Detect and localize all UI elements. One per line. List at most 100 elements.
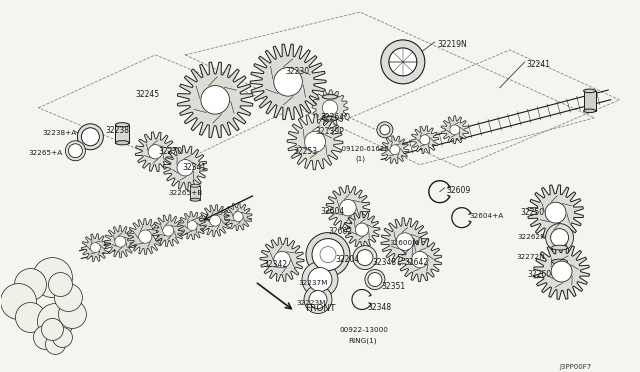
Circle shape xyxy=(355,223,369,236)
Polygon shape xyxy=(250,44,326,120)
Text: 32241: 32241 xyxy=(527,60,550,69)
Polygon shape xyxy=(326,186,370,230)
Text: 32219N: 32219N xyxy=(438,40,468,49)
Circle shape xyxy=(396,233,413,250)
Circle shape xyxy=(353,246,377,270)
Circle shape xyxy=(550,229,568,247)
Ellipse shape xyxy=(190,184,200,187)
Polygon shape xyxy=(127,219,163,254)
Circle shape xyxy=(274,251,291,268)
Circle shape xyxy=(163,225,173,236)
Circle shape xyxy=(390,145,400,155)
Polygon shape xyxy=(312,90,348,126)
Text: 32237M: 32237M xyxy=(298,279,328,286)
Circle shape xyxy=(323,100,338,116)
Circle shape xyxy=(274,68,302,96)
Circle shape xyxy=(368,273,382,286)
Text: FRONT: FRONT xyxy=(305,305,335,314)
Ellipse shape xyxy=(190,198,200,201)
Bar xyxy=(584,91,596,111)
Circle shape xyxy=(148,145,163,159)
Circle shape xyxy=(42,318,63,340)
Text: 32253: 32253 xyxy=(293,147,317,156)
Circle shape xyxy=(320,247,336,263)
Circle shape xyxy=(1,283,36,320)
Circle shape xyxy=(420,135,430,145)
Circle shape xyxy=(81,128,99,146)
Polygon shape xyxy=(199,205,231,237)
Polygon shape xyxy=(163,146,207,190)
Polygon shape xyxy=(441,116,468,144)
Polygon shape xyxy=(104,226,136,257)
Circle shape xyxy=(77,124,103,150)
Text: 32264Q: 32264Q xyxy=(320,113,350,122)
Text: 32642: 32642 xyxy=(405,257,429,267)
Circle shape xyxy=(58,301,86,328)
Circle shape xyxy=(545,202,566,223)
Polygon shape xyxy=(398,238,442,282)
Polygon shape xyxy=(528,185,584,240)
Text: 32342: 32342 xyxy=(263,260,287,269)
Text: 32600M: 32600M xyxy=(390,240,419,246)
Ellipse shape xyxy=(552,245,568,250)
Circle shape xyxy=(33,257,72,298)
Text: 32351: 32351 xyxy=(382,282,406,291)
Ellipse shape xyxy=(115,123,129,127)
Polygon shape xyxy=(81,234,109,262)
Polygon shape xyxy=(534,244,589,299)
Circle shape xyxy=(308,267,332,292)
Bar xyxy=(552,248,568,262)
Circle shape xyxy=(210,215,221,226)
Circle shape xyxy=(381,40,425,84)
Polygon shape xyxy=(152,215,184,247)
Text: 32604+A: 32604+A xyxy=(470,213,504,219)
Circle shape xyxy=(305,131,326,152)
Ellipse shape xyxy=(115,141,129,145)
Ellipse shape xyxy=(323,116,337,121)
Text: J3PP00F7: J3PP00F7 xyxy=(559,365,592,371)
Circle shape xyxy=(38,304,74,339)
Circle shape xyxy=(90,243,100,253)
Polygon shape xyxy=(136,132,175,171)
Ellipse shape xyxy=(584,89,596,93)
Polygon shape xyxy=(344,212,380,248)
Text: 32223M: 32223M xyxy=(296,299,325,305)
Text: 32348: 32348 xyxy=(367,302,391,311)
Circle shape xyxy=(365,270,385,289)
Ellipse shape xyxy=(323,94,337,99)
Polygon shape xyxy=(381,218,429,266)
Circle shape xyxy=(33,326,58,349)
Bar xyxy=(190,186,200,200)
Text: 32602: 32602 xyxy=(328,227,352,235)
Circle shape xyxy=(49,273,72,296)
Text: (1): (1) xyxy=(355,156,365,162)
Circle shape xyxy=(389,48,417,76)
Bar xyxy=(323,97,337,119)
Circle shape xyxy=(306,232,350,276)
Circle shape xyxy=(233,212,243,222)
Text: 32341: 32341 xyxy=(182,163,206,172)
Text: 32270: 32270 xyxy=(158,147,182,156)
Text: 32238: 32238 xyxy=(106,126,129,135)
Circle shape xyxy=(188,221,197,231)
Polygon shape xyxy=(411,126,439,154)
Text: 32609: 32609 xyxy=(447,186,471,195)
Text: RING(1): RING(1) xyxy=(348,337,376,344)
Text: 32250: 32250 xyxy=(520,208,545,217)
Polygon shape xyxy=(224,203,252,231)
Text: 32230: 32230 xyxy=(285,67,309,76)
Text: 32272N: 32272N xyxy=(516,254,545,260)
Text: 32265+B: 32265+B xyxy=(168,190,202,196)
Circle shape xyxy=(115,236,126,247)
Circle shape xyxy=(309,291,327,308)
Circle shape xyxy=(546,224,573,251)
Text: 00922-13000: 00922-13000 xyxy=(340,327,389,333)
Polygon shape xyxy=(177,62,253,138)
Circle shape xyxy=(201,86,230,114)
Circle shape xyxy=(177,160,193,176)
Circle shape xyxy=(551,261,572,282)
Circle shape xyxy=(45,334,65,355)
Circle shape xyxy=(15,302,45,333)
Text: 32604: 32604 xyxy=(320,207,344,216)
Circle shape xyxy=(65,141,85,161)
